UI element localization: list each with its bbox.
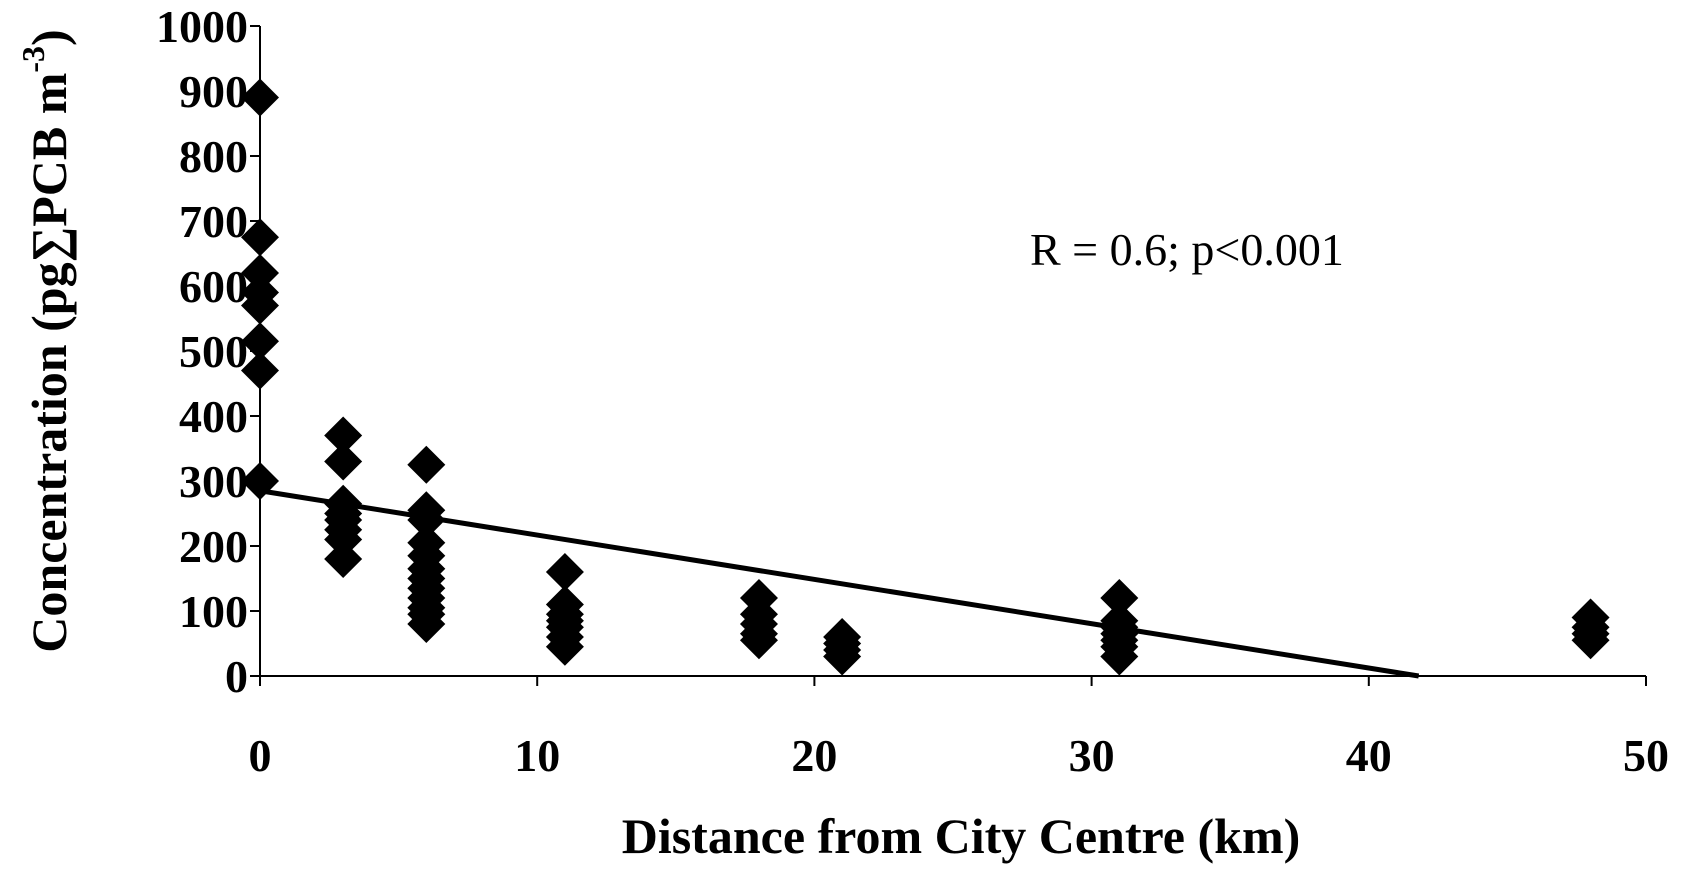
data-point xyxy=(241,286,279,325)
y-tick-label: 0 xyxy=(225,651,248,702)
y-tick-label: 200 xyxy=(179,521,248,572)
y-axis-title-main: Concentration (pg∑PCB m xyxy=(21,73,77,653)
data-point xyxy=(1100,637,1139,676)
data-point xyxy=(241,78,279,117)
y-axis-title: Concentration (pg∑PCB m-3) xyxy=(15,29,77,652)
data-point xyxy=(545,627,584,666)
y-tick-label: 400 xyxy=(179,391,248,442)
data-point xyxy=(739,621,778,660)
y-tick-label: 500 xyxy=(179,326,248,377)
y-tick-label: 1000 xyxy=(156,1,248,52)
data-point xyxy=(407,501,446,539)
y-tick-label: 700 xyxy=(179,196,248,247)
trendline xyxy=(259,488,1420,679)
correlation-annotation: R = 0.6; p<0.001 xyxy=(1030,224,1344,275)
x-tick-label: 20 xyxy=(791,730,837,781)
y-tick-label: 100 xyxy=(179,586,248,637)
data-point xyxy=(324,442,363,481)
data-point xyxy=(407,605,446,643)
axes xyxy=(250,25,1647,686)
y-tick-label: 900 xyxy=(179,66,248,117)
x-tick-label: 30 xyxy=(1069,730,1115,781)
data-point xyxy=(407,445,446,484)
data-point xyxy=(545,553,584,591)
data-point xyxy=(241,254,279,292)
data-point xyxy=(1571,621,1610,660)
y-tick-label: 600 xyxy=(179,261,248,312)
data-point xyxy=(324,540,363,578)
data-point xyxy=(1100,579,1139,617)
data-points xyxy=(241,78,1610,676)
trendline-group xyxy=(259,488,1420,679)
x-axis-title: Distance from City Centre (km) xyxy=(622,808,1301,864)
data-point xyxy=(324,416,363,455)
tick-labels: 0 100 200 300 400 500 600 700 800 900 1000 0 10 20 30 4… xyxy=(156,1,1669,781)
x-tick-label: 10 xyxy=(514,730,560,781)
y-tick-label: 800 xyxy=(179,131,248,182)
x-tick-label: 50 xyxy=(1623,730,1669,781)
y-tick-label: 300 xyxy=(179,456,248,507)
x-tick-label: 40 xyxy=(1346,730,1392,781)
y-axis-title-superscript: -3 xyxy=(15,46,51,73)
x-tick-label: 0 xyxy=(249,730,272,781)
data-point xyxy=(241,322,279,361)
data-point xyxy=(823,637,862,676)
y-axis-title-close: ) xyxy=(21,29,77,46)
data-point xyxy=(241,218,279,257)
data-point xyxy=(324,520,363,559)
data-point xyxy=(241,351,279,390)
